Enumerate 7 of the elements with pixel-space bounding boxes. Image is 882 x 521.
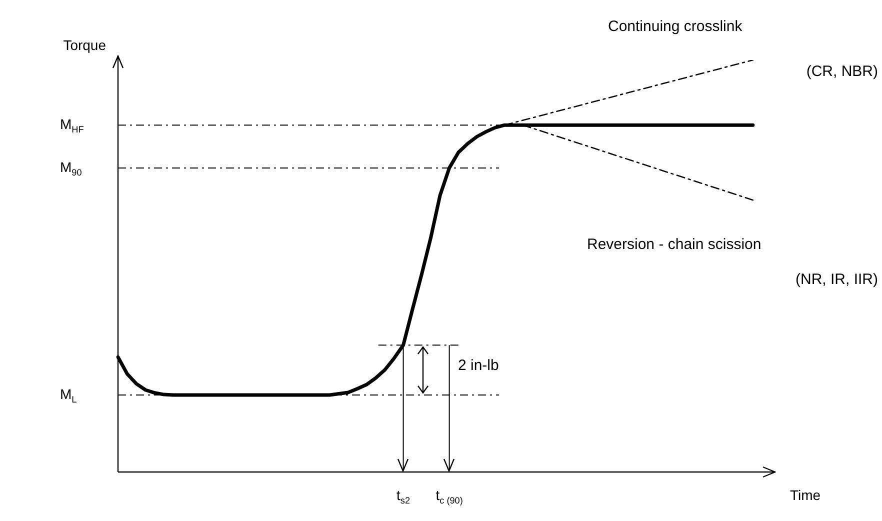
text: (CR, NBR) bbox=[806, 63, 878, 80]
text: (NR, IR, IIR) bbox=[796, 271, 878, 288]
annotation: Reversion - chain scission bbox=[587, 236, 762, 254]
y-axis-title: Torque bbox=[63, 36, 106, 53]
x-axis-title: Time bbox=[790, 486, 821, 503]
annotation: 2 in-lb bbox=[458, 357, 499, 374]
text: Continuing crosslink bbox=[608, 18, 743, 36]
